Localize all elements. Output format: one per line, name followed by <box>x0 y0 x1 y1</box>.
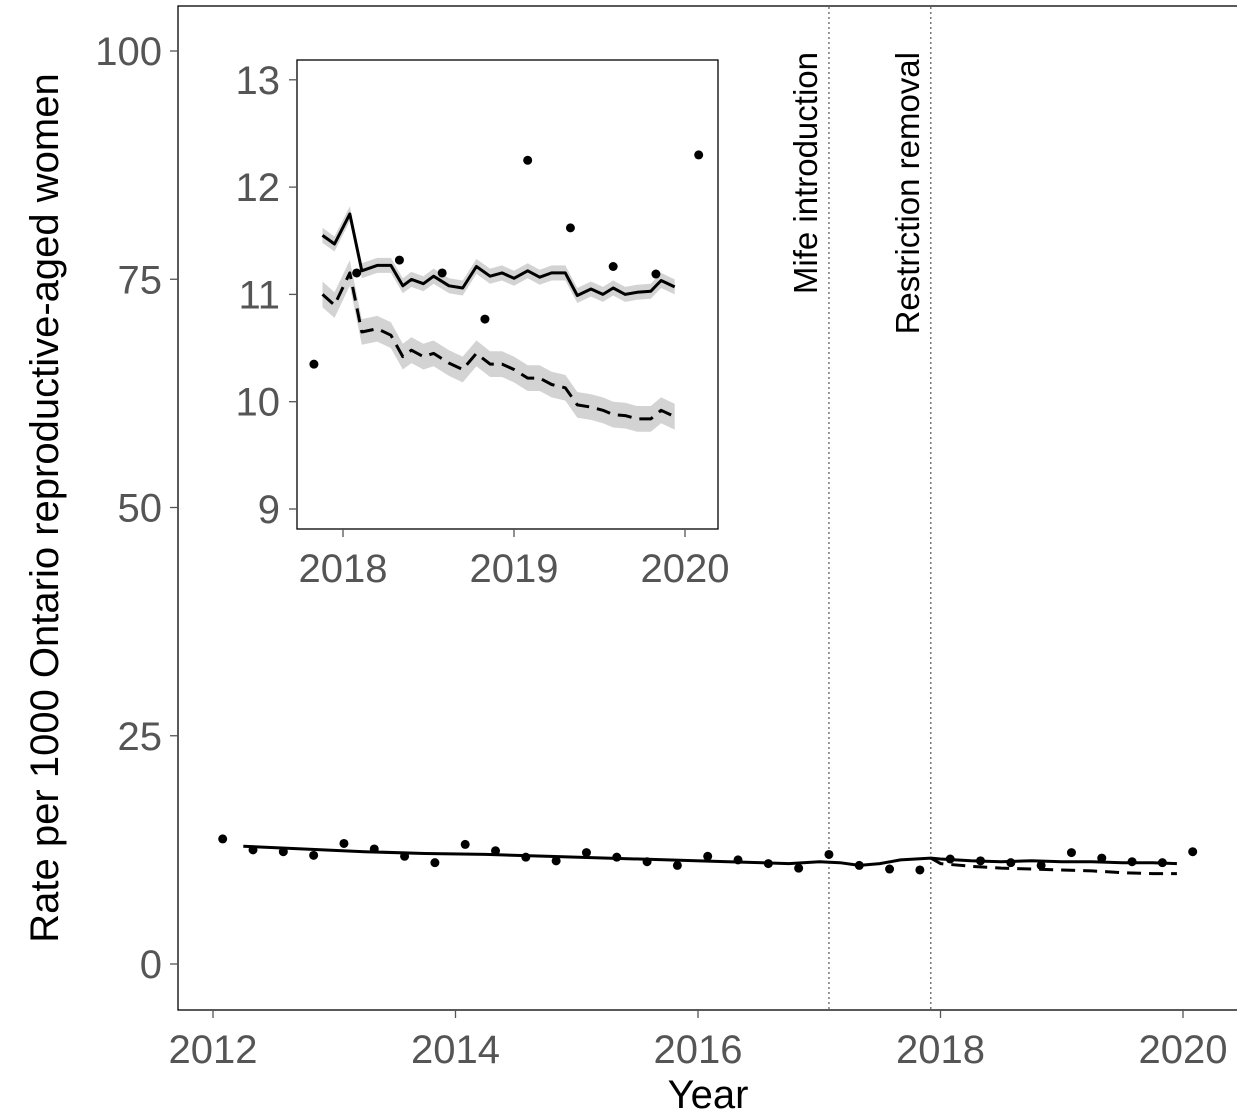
inset-observed-point <box>694 150 704 160</box>
x-tick-label: 2014 <box>411 1028 500 1072</box>
y-tick-label: 25 <box>118 715 163 759</box>
counterfactual-trend-line <box>930 856 1177 876</box>
y-axis-title: Rate per 1000 Ontario reproductive-aged … <box>23 73 67 942</box>
observed-point <box>309 850 319 860</box>
observed-point <box>460 839 470 849</box>
observed-point <box>1066 848 1076 858</box>
y-tick-label: 75 <box>118 258 163 302</box>
x-axis-title: Year <box>668 1073 749 1117</box>
inset-x-tick-label: 2019 <box>470 547 559 591</box>
observed-point <box>915 865 925 875</box>
inset-observed-point <box>309 359 319 369</box>
restriction-removal-label: Restriction removal <box>889 52 926 334</box>
observed-point <box>551 856 561 866</box>
observed-point <box>1188 847 1198 857</box>
inset-counterfactual-line <box>321 271 676 421</box>
observed-point <box>672 860 682 870</box>
inset-plot-background <box>297 60 718 529</box>
inset-fitted-line <box>321 212 676 297</box>
observed-point <box>642 857 652 867</box>
observed-point <box>703 851 713 861</box>
observed-point <box>1097 853 1107 863</box>
inset-y-tick-label: 11 <box>238 273 280 317</box>
observed-point <box>369 844 379 854</box>
inset-y-tick-label: 10 <box>236 381 281 425</box>
inset-y-tick-label: 9 <box>258 488 280 532</box>
observed-point <box>1006 858 1016 868</box>
inset-y-tick-label: 13 <box>236 59 281 103</box>
y-tick-label: 100 <box>95 30 162 74</box>
inset-chart: 2018 2019 2020 9 10 11 12 13 <box>236 59 730 591</box>
observed-point <box>218 834 228 844</box>
inset-observed-point <box>651 269 661 279</box>
inset-observed-point <box>352 268 362 278</box>
inset-x-tick-label: 2020 <box>641 547 730 591</box>
inset-observed-point <box>608 262 618 272</box>
x-tick-label: 2018 <box>896 1028 985 1072</box>
observed-point <box>794 863 804 873</box>
inset-observed-point <box>394 255 404 265</box>
observed-point <box>1127 857 1137 867</box>
observed-point <box>824 849 834 859</box>
observed-point <box>612 852 622 862</box>
observed-point <box>248 845 258 855</box>
x-tick-label: 2016 <box>654 1028 743 1072</box>
inset-observed-point <box>523 155 533 165</box>
observed-point <box>885 864 895 874</box>
inset-axes-group: 2018 2019 2020 9 10 11 12 13 <box>236 59 730 591</box>
observed-point <box>491 846 501 856</box>
observed-point <box>733 855 743 865</box>
inset-y-tick-label: 12 <box>236 166 281 210</box>
y-tick-label: 50 <box>118 487 163 531</box>
x-tick-label: 2020 <box>1139 1028 1228 1072</box>
main-axes-group: 2012 2014 2016 2018 2020 0 25 50 75 100 <box>95 30 1227 1072</box>
inset-observed-point <box>480 314 490 324</box>
inset-points-group <box>309 150 704 369</box>
main-points-group <box>218 834 1198 875</box>
y-tick-label: 0 <box>140 943 162 987</box>
observed-point <box>1036 860 1046 870</box>
inset-series-group <box>321 212 676 421</box>
inset-x-tick-label: 2018 <box>299 547 388 591</box>
observed-point <box>339 838 349 848</box>
x-tick-label: 2012 <box>169 1028 258 1072</box>
inset-observed-point <box>565 223 575 233</box>
observed-point <box>278 847 288 857</box>
observed-point <box>1157 858 1167 868</box>
inset-observed-point <box>437 268 447 278</box>
observed-point <box>854 860 864 870</box>
counterfactual-confidence-band <box>322 260 675 432</box>
observed-point <box>430 858 440 868</box>
observed-point <box>763 859 773 869</box>
observed-point <box>400 851 410 861</box>
observed-point <box>945 854 955 864</box>
mife-introduction-label: Mife introduction <box>787 52 824 294</box>
observed-point <box>581 848 591 858</box>
observed-point <box>521 852 531 862</box>
reference-lines: Mife introduction Restriction removal <box>787 7 932 1009</box>
observed-point <box>976 856 986 866</box>
